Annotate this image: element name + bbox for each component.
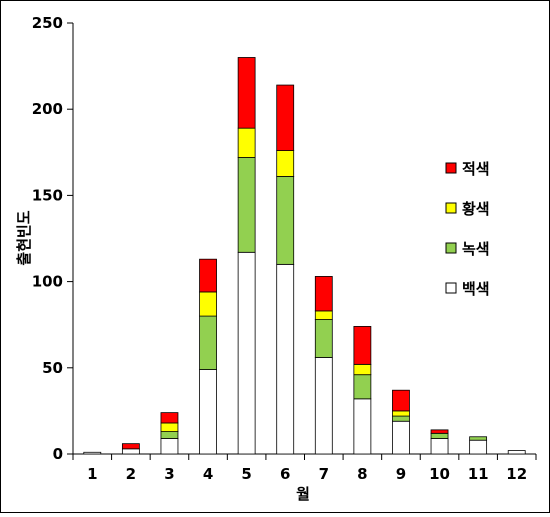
bar-segment-4-황색 <box>199 291 217 317</box>
bar-segment-11-녹색 <box>469 436 488 441</box>
bar-segment-4-백색 <box>199 369 217 455</box>
bar-segment-9-황색 <box>392 410 410 417</box>
bar-segment-8-백색 <box>353 398 372 455</box>
bar-segment-5-녹색 <box>237 157 256 253</box>
legend-swatch-황색 <box>445 202 457 214</box>
bar-segment-6-적색 <box>276 84 295 151</box>
bar-segment-9-녹색 <box>392 415 410 422</box>
y-tick-label: 0 <box>53 445 63 463</box>
x-tick-label: 12 <box>506 465 527 483</box>
x-tick-label: 9 <box>396 465 406 483</box>
bar-segment-4-적색 <box>199 258 217 293</box>
bar-segment-6-녹색 <box>276 176 295 265</box>
bar-segment-7-황색 <box>314 310 333 320</box>
x-axis-title: 월 <box>296 485 310 503</box>
bar-segment-12-백색 <box>507 450 526 455</box>
bar-segment-10-녹색 <box>430 432 449 439</box>
x-tick-label: 1 <box>87 465 97 483</box>
x-tick-label: 5 <box>241 465 251 483</box>
bar-segment-10-적색 <box>430 429 449 434</box>
y-tick-label: 150 <box>32 186 63 204</box>
y-tick-label: 50 <box>42 359 63 377</box>
bar-segment-7-녹색 <box>314 319 333 358</box>
bar-segment-6-백색 <box>276 263 295 455</box>
x-tick-label: 10 <box>429 465 450 483</box>
bar-segment-9-적색 <box>392 389 410 412</box>
bar-segment-2-백색 <box>121 448 140 455</box>
bar-segment-7-백색 <box>314 357 333 455</box>
y-tick-label: 200 <box>32 100 63 118</box>
x-tick-label: 8 <box>357 465 367 483</box>
bar-segment-5-황색 <box>237 127 256 158</box>
y-axis-title: 출현빈도 <box>15 210 33 265</box>
legend-swatch-녹색 <box>445 242 457 254</box>
x-tick-label: 11 <box>468 465 489 483</box>
bar-segment-3-황색 <box>160 422 179 432</box>
bar-segment-7-적색 <box>314 276 333 312</box>
bar-segment-4-녹색 <box>199 315 217 370</box>
bars <box>83 57 526 455</box>
legend-label-적색: 적색 <box>462 160 490 178</box>
legend-swatch-적색 <box>445 162 457 174</box>
bar-segment-8-녹색 <box>353 374 372 400</box>
bar-segment-3-녹색 <box>160 431 179 439</box>
bar-segment-8-황색 <box>353 363 372 376</box>
bar-segment-5-백색 <box>237 251 256 455</box>
legend-label-황색: 황색 <box>462 200 490 218</box>
x-tick-label: 3 <box>164 465 174 483</box>
x-axis: 1 2 3 4 5 6 7 8 9 10 11 12 <box>72 453 537 483</box>
bar-segment-11-백색 <box>469 439 488 455</box>
x-tick-label: 6 <box>280 465 290 483</box>
y-tick-label: 250 <box>32 14 63 32</box>
legend-label-녹색: 녹색 <box>462 240 490 258</box>
bar-segment-1-백색 <box>83 451 102 455</box>
bar-segment-2-적색 <box>121 443 140 450</box>
bar-segment-3-적색 <box>160 412 179 424</box>
legend-swatch-백색 <box>445 282 457 294</box>
bar-segment-5-적색 <box>237 57 256 129</box>
bar-segment-3-백색 <box>160 438 179 455</box>
bar-segment-9-백색 <box>392 420 410 455</box>
x-tick-label: 7 <box>319 465 329 483</box>
y-axis: 0 50 100 150 200 250 <box>32 14 74 463</box>
bar-segment-6-황색 <box>276 150 295 177</box>
y-tick-label: 100 <box>32 273 63 291</box>
bar-segment-10-백색 <box>430 438 449 455</box>
legend-label-백색: 백색 <box>462 280 490 298</box>
bar-segment-8-적색 <box>353 326 372 365</box>
x-tick-label: 2 <box>126 465 136 483</box>
x-tick-label: 4 <box>203 465 213 483</box>
